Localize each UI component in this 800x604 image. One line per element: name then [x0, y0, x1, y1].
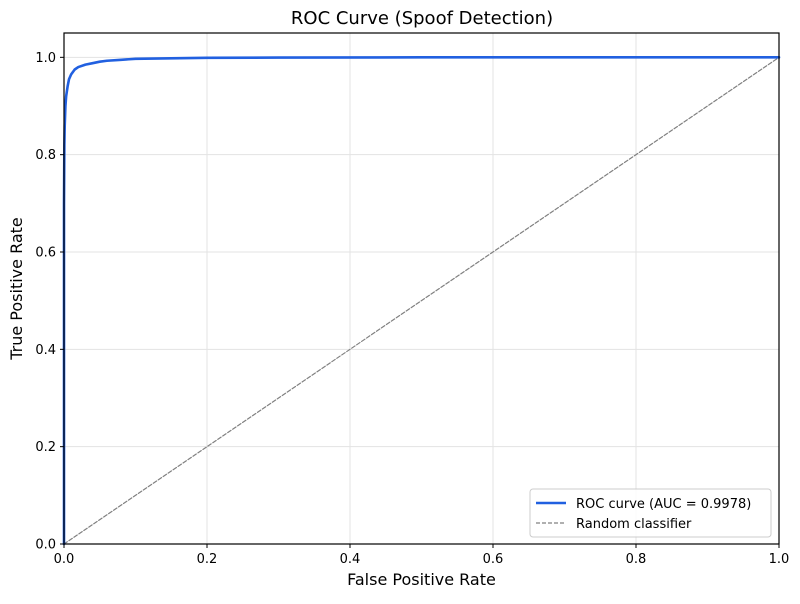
y-tick-label: 0.0 — [35, 538, 56, 553]
chart-title: ROC Curve (Spoof Detection) — [291, 8, 553, 29]
legend-box — [529, 488, 772, 538]
random-classifier-line — [63, 56, 780, 545]
y-tick-label: 0.6 — [35, 246, 56, 261]
y-tick-label: 0.2 — [35, 440, 56, 455]
legend-label-roc-curve: ROC curve (AUC = 0.9978) — [576, 497, 751, 512]
x-tick-label: 0.4 — [340, 552, 361, 567]
x-tick-label: 0.6 — [483, 552, 504, 567]
y-tick-label: 0.8 — [35, 148, 56, 163]
legend: ROC curve (AUC = 0.9978) Random classifi… — [529, 488, 772, 538]
tick-layer: 0.0 0.2 0.4 0.6 0.8 1.0 0.0 0.2 0.4 0.6 0.8 1.0 — [35, 51, 789, 567]
series-layer — [62, 56, 781, 546]
y-tick-label: 1.0 — [35, 51, 56, 66]
x-tick-label: 0.8 — [626, 552, 647, 567]
x-tick-label: 0.0 — [54, 552, 75, 567]
plot-frame — [63, 32, 780, 545]
legend-label-random-classifier: Random classifier — [576, 517, 692, 532]
x-tick-label: 0.2 — [197, 552, 218, 567]
roc-curve-line — [62, 56, 781, 546]
y-axis-label: True Positive Rate — [7, 217, 26, 361]
x-tick-label: 1.0 — [769, 552, 790, 567]
y-tick-label: 0.4 — [35, 343, 56, 358]
grid-layer — [63, 33, 780, 545]
x-axis-label: False Positive Rate — [347, 570, 496, 589]
